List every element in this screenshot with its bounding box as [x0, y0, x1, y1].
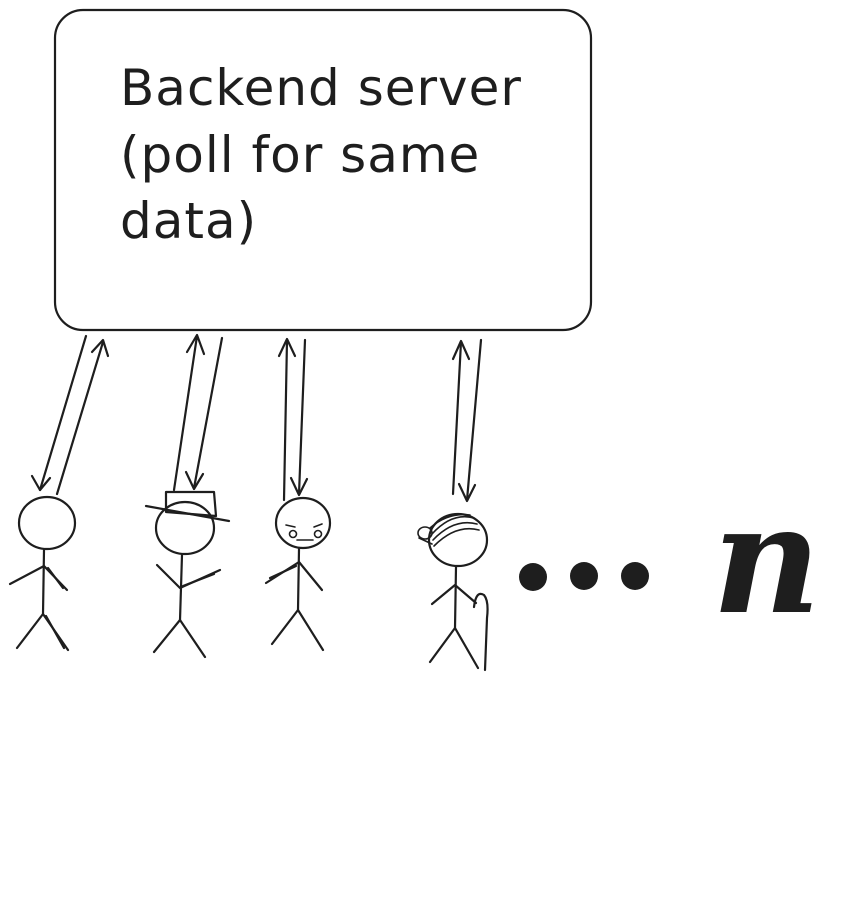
arrow-pair-client-3	[277, 337, 309, 502]
head	[154, 500, 216, 556]
arrow-down-1	[38, 334, 88, 492]
arrowhead-up-2	[185, 333, 206, 356]
arrow-up-2	[172, 334, 199, 492]
legs	[15, 612, 70, 652]
right-eye	[313, 529, 323, 539]
cane-icon	[472, 592, 489, 672]
backend-server-box: Backend server (poll for same data)	[53, 8, 593, 332]
right-brow	[313, 523, 323, 528]
arrowhead-down-2	[184, 470, 205, 491]
dot-2	[570, 562, 598, 590]
hair-bun-tie	[418, 537, 433, 545]
hat-crown-icon	[164, 490, 218, 518]
left-eye	[288, 529, 298, 539]
hair-4	[429, 513, 471, 529]
arrow-up-4	[451, 340, 463, 496]
hair-2	[432, 521, 478, 541]
dot-3	[621, 562, 649, 590]
arrow-up-3	[282, 338, 289, 502]
server-label-line-3: data)	[120, 192, 257, 250]
arrowhead-down-4	[457, 482, 477, 503]
leg-detail	[44, 614, 66, 650]
client-figure-hat	[144, 490, 231, 659]
head	[17, 495, 77, 551]
head	[427, 512, 489, 568]
arrowhead-up-3	[277, 337, 297, 358]
arms	[430, 583, 478, 606]
hair-bun	[417, 526, 433, 540]
ellipsis-dots	[519, 562, 649, 591]
arrow-pair-client-1	[30, 334, 110, 496]
count-label-n: n	[712, 472, 821, 648]
legs	[152, 618, 207, 659]
arms	[8, 564, 69, 592]
body	[453, 565, 458, 630]
arrowhead-down-3	[289, 476, 309, 497]
arm-detail	[181, 572, 216, 588]
client-figure-elder	[417, 512, 489, 672]
arrowhead-up-1	[90, 338, 110, 358]
head	[274, 496, 332, 550]
arrow-pair-client-2	[172, 333, 224, 492]
arrowhead-up-4	[451, 339, 471, 361]
arrow-up-1	[55, 340, 105, 496]
server-label-line-2: (poll for same	[120, 126, 480, 184]
arrowhead-down-1	[30, 474, 52, 492]
arrow-down-4	[465, 338, 483, 502]
arm-detail	[46, 566, 65, 590]
arrow-pair-client-4	[451, 338, 483, 503]
hair-1	[431, 515, 475, 535]
arrow-down-2	[192, 336, 224, 490]
arms	[264, 560, 324, 592]
legs	[270, 608, 325, 652]
hat-brim	[144, 504, 231, 523]
server-label-line-1: Backend server	[120, 59, 522, 117]
body	[296, 547, 301, 612]
dot-1	[519, 563, 547, 591]
arm-detail	[268, 564, 298, 580]
hair-3	[433, 527, 480, 547]
request-response-arrows	[30, 333, 483, 503]
left-brow	[285, 524, 296, 528]
body	[41, 548, 46, 616]
arrow-down-3	[297, 338, 307, 496]
client-figure-plain	[8, 495, 77, 652]
legs	[428, 626, 480, 670]
client-figure-worried	[264, 496, 332, 652]
